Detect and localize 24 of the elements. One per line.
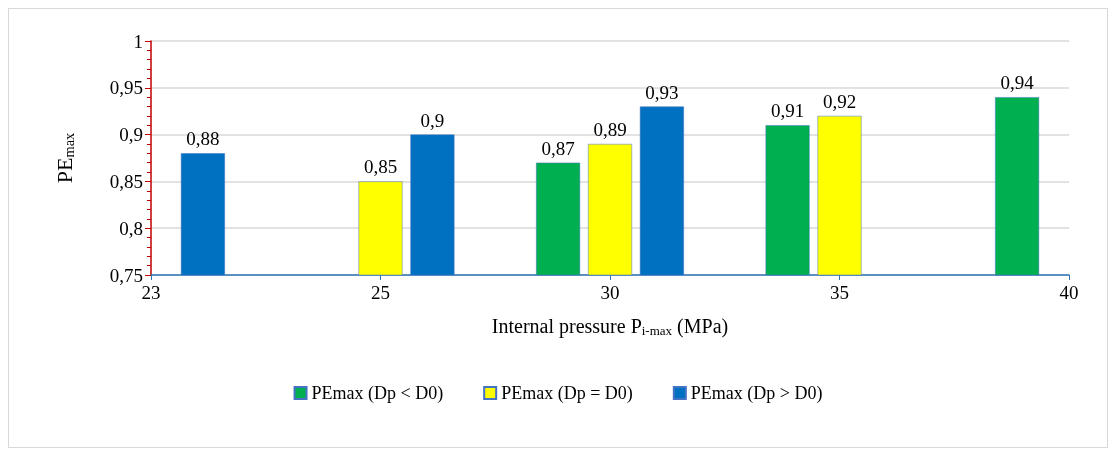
data-label: 0,89 <box>593 118 627 140</box>
legend-label: PEmax (Dp = D0) <box>501 383 633 404</box>
y-tick-label: 0,9 <box>119 124 143 146</box>
y-axis-title: PEmax <box>51 132 77 184</box>
y-tick-label: 0,85 <box>109 170 143 192</box>
data-label: 0,87 <box>541 137 575 159</box>
x-tick-label: 23 <box>141 282 161 303</box>
x-tick-label: 40 <box>1059 282 1079 303</box>
legend-label: PEmax (Dp < D0) <box>311 383 444 404</box>
data-label: 0,85 <box>363 156 398 178</box>
data-label: 0,91 <box>770 100 805 122</box>
x-tick-label: 30 <box>600 282 620 303</box>
legend-label: PEmax (Dp > D0) <box>690 383 823 404</box>
data-label: 0,88 <box>186 128 220 150</box>
y-tick-label: 0,95 <box>109 77 143 99</box>
x-tick-label: 25 <box>371 282 390 303</box>
y-tick-label: 1 <box>133 30 143 52</box>
data-label: 0,94 <box>1000 72 1035 94</box>
x-tick-label: 35 <box>830 282 849 303</box>
data-label: 0,93 <box>645 81 679 103</box>
data-label: 0,92 <box>822 90 857 112</box>
y-tick-label: 0,75 <box>109 264 143 286</box>
y-tick-label: 0,8 <box>119 217 143 239</box>
data-label: 0,9 <box>420 109 445 131</box>
